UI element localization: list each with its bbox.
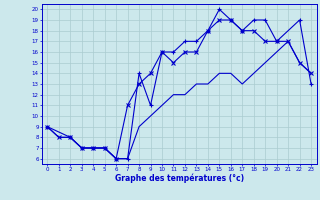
X-axis label: Graphe des températures (°c): Graphe des températures (°c) — [115, 173, 244, 183]
